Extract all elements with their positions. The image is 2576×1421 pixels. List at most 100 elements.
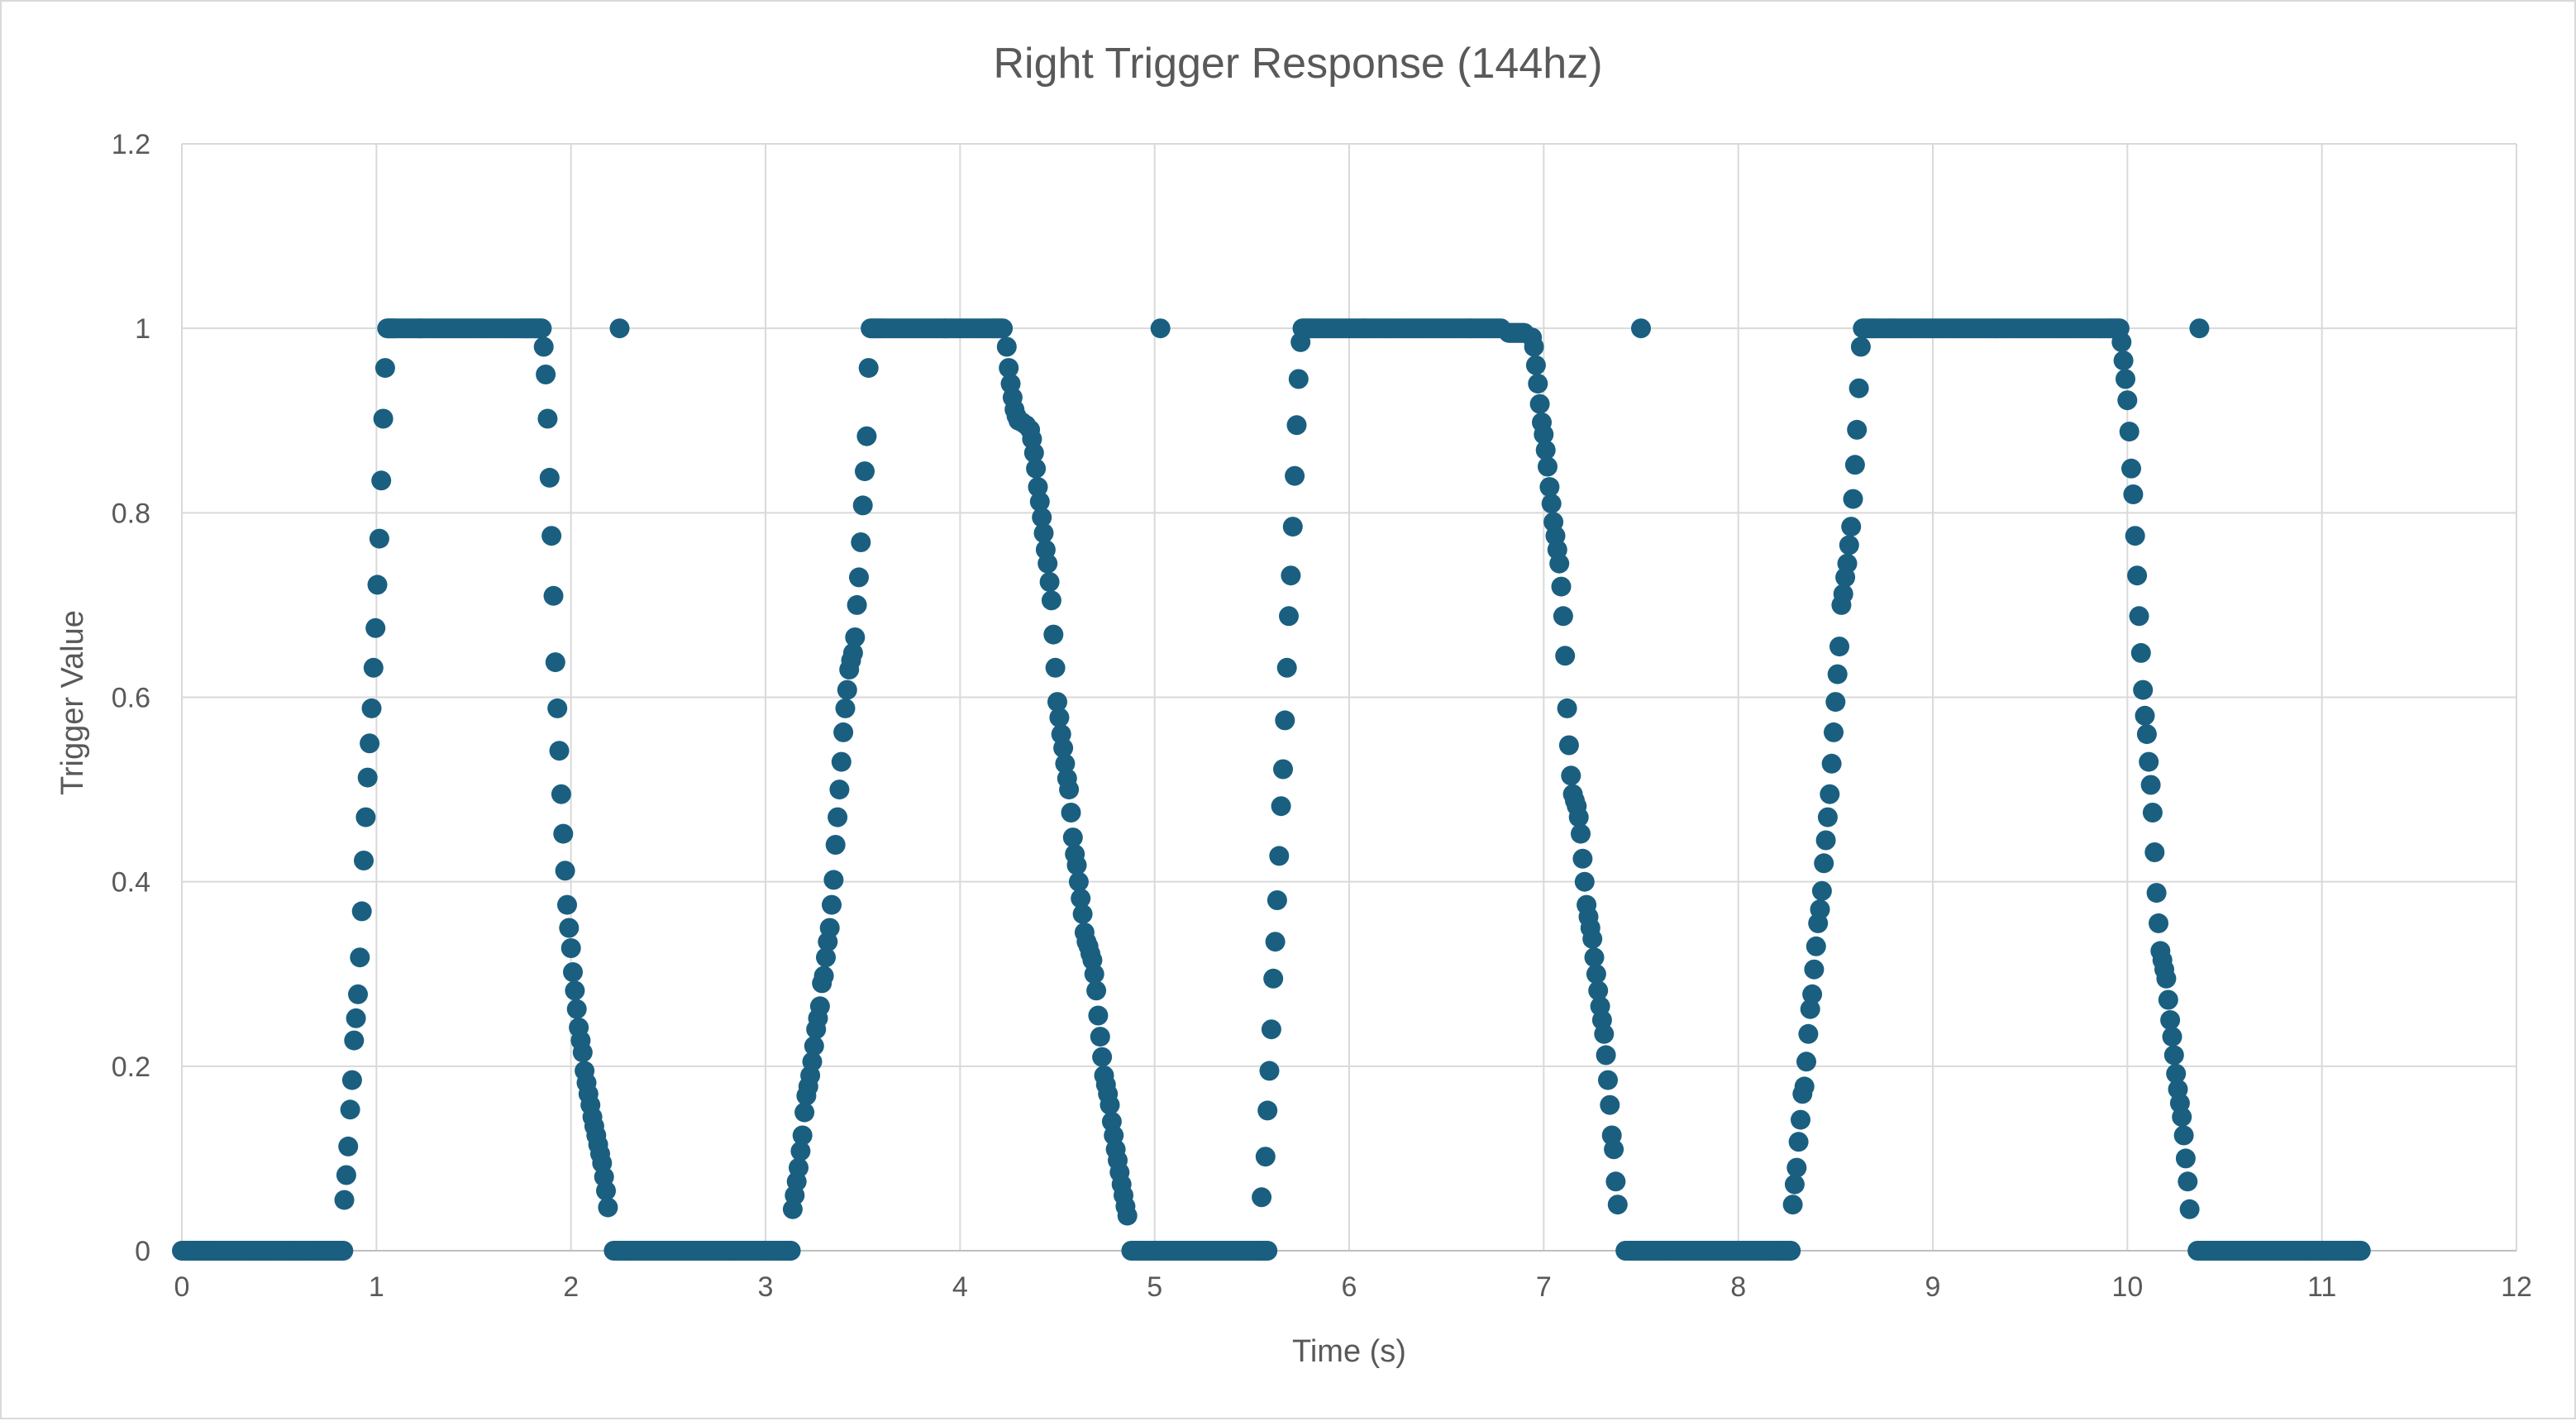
data-point [1582, 928, 1603, 949]
data-point [355, 807, 376, 827]
data-point [1285, 465, 1305, 486]
data-point [1282, 517, 1303, 537]
data-point [1068, 871, 1089, 892]
y-tick-labels: 0 0.2 0.4 0.6 0.8 1 1.2 [112, 129, 150, 1267]
data-point [1631, 318, 1651, 339]
gridlines [182, 143, 2517, 1251]
data-point [792, 1125, 813, 1146]
data-point [842, 642, 863, 663]
x-tick-label: 1 [369, 1271, 384, 1303]
data-point [1557, 698, 1577, 718]
data-point [1586, 964, 1606, 985]
data-point [2162, 1027, 2182, 1047]
data-point [2149, 913, 2168, 933]
data-points [172, 318, 2371, 1261]
data-point [1100, 1094, 1120, 1115]
data-point [363, 657, 384, 678]
data-point [1269, 846, 1290, 866]
data-point [1605, 1171, 1626, 1192]
data-point [1806, 936, 1826, 956]
y-tick-label: 0.8 [112, 498, 150, 529]
data-point [333, 1241, 354, 1261]
data-point [1604, 1139, 1624, 1160]
data-point [551, 784, 571, 804]
data-point [1038, 553, 1058, 574]
data-point [2113, 350, 2134, 371]
data-point [1267, 890, 1287, 910]
data-point [2163, 1045, 2184, 1066]
data-point [2121, 458, 2141, 479]
data-point [532, 318, 552, 339]
data-point [1529, 393, 1550, 414]
data-point [852, 495, 873, 516]
data-point [858, 358, 879, 379]
data-point [1092, 1047, 1113, 1067]
data-point [1794, 1076, 1815, 1097]
data-point [1561, 765, 1581, 786]
data-point [1259, 1061, 1280, 1081]
data-point [1257, 1100, 1278, 1121]
data-point [357, 767, 378, 788]
data-point [361, 698, 382, 718]
data-point [2350, 1241, 2371, 1261]
data-point [1796, 1051, 1816, 1072]
data-point [1839, 535, 1859, 556]
data-point [1791, 1109, 1810, 1130]
data-point [1784, 1174, 1805, 1194]
data-point [1039, 572, 1060, 592]
y-tick-label: 0 [135, 1236, 150, 1267]
data-point [1553, 606, 1573, 627]
data-point [1817, 807, 1838, 827]
data-point [1090, 1027, 1110, 1047]
data-point [1849, 378, 1869, 398]
data-point [1047, 692, 1067, 713]
data-point [847, 594, 867, 615]
data-point [336, 1165, 356, 1185]
data-point [2117, 390, 2138, 411]
data-point [1814, 853, 1834, 874]
data-point [354, 851, 374, 870]
data-point [1066, 855, 1087, 875]
x-tick-label: 0 [174, 1271, 190, 1303]
data-point [565, 980, 585, 1001]
data-point [1252, 1187, 1272, 1208]
data-point [1045, 657, 1066, 678]
data-point [341, 1070, 362, 1090]
data-point [2119, 422, 2140, 442]
data-point [549, 741, 570, 761]
data-point [598, 1197, 618, 1218]
data-point [537, 408, 558, 429]
data-point [1572, 848, 1593, 869]
data-point [1538, 456, 1558, 477]
data-point [1555, 646, 1576, 666]
x-tick-label: 11 [2307, 1271, 2336, 1303]
data-point [1276, 657, 1297, 678]
y-tick-label: 1 [135, 313, 150, 345]
data-point [2140, 775, 2161, 795]
chart-title: Right Trigger Response (144hz) [993, 40, 1602, 88]
data-point [545, 652, 565, 673]
data-point [1029, 491, 1050, 512]
data-point [833, 722, 854, 742]
data-point [1815, 830, 1836, 851]
data-point [1086, 980, 1107, 1001]
axes [181, 144, 2516, 1252]
data-point [2139, 751, 2159, 772]
x-tick-label: 10 [2111, 1271, 2143, 1303]
data-point [373, 408, 394, 429]
data-point [2133, 680, 2154, 700]
data-point [1843, 489, 1863, 509]
data-point [1055, 753, 1076, 774]
data-point [1804, 959, 1825, 980]
data-point [831, 751, 852, 772]
data-point [1265, 932, 1286, 952]
data-point [1824, 722, 1844, 742]
data-point [1281, 565, 1301, 586]
data-point [2156, 968, 2177, 989]
data-point [855, 461, 875, 482]
data-point [1596, 1045, 1616, 1066]
data-point [1781, 1241, 1801, 1261]
data-point [609, 318, 630, 339]
data-point [809, 996, 830, 1017]
